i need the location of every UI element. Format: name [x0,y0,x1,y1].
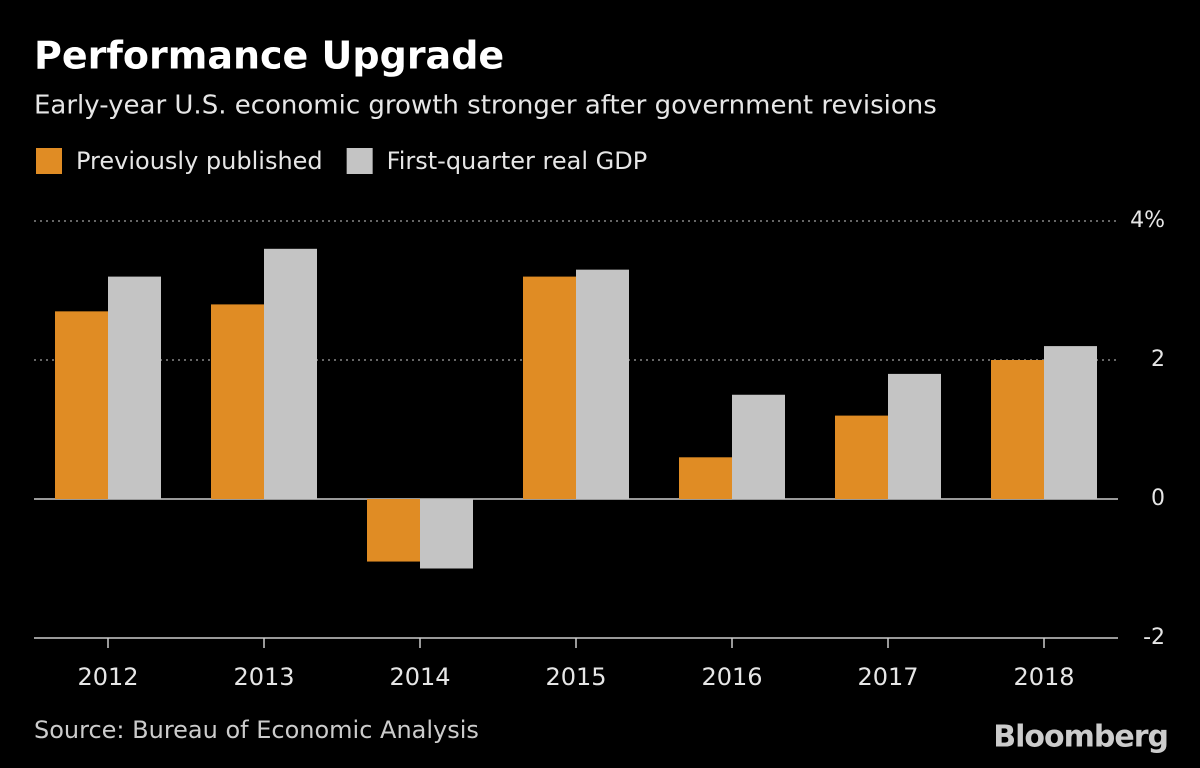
bar [1044,346,1097,499]
x-tick-label: 2016 [701,663,762,691]
legend-swatch [36,148,62,174]
legend-label: Previously published [76,147,323,175]
bar [576,269,629,499]
x-tick-label: 2017 [857,663,918,691]
bar [888,373,941,499]
source: Source: Bureau of Economic Analysis [34,716,479,744]
bar [211,304,264,499]
bar [264,248,317,499]
x-tick-label: 2013 [233,663,294,691]
y-tick-label: 0 [1151,486,1165,511]
legend-swatch [346,148,373,174]
bar [835,415,888,499]
x-tick-label: 2012 [77,663,138,691]
bar [108,276,161,499]
x-tick-label: 2014 [389,663,450,691]
bar [679,457,732,499]
bar [991,360,1044,499]
chart-title: Performance Upgrade [34,34,504,78]
y-tick-label: -2 [1143,625,1165,650]
bar [367,499,420,562]
chart-subtitle: Early-year U.S. economic growth stronger… [34,91,937,121]
x-tick-label: 2015 [545,663,606,691]
logo: Bloomberg [993,720,1168,755]
bar [523,276,576,499]
bar [420,499,473,569]
bar [55,311,108,499]
bar [732,394,785,499]
legend-label: First-quarter real GDP [387,147,648,175]
y-tick-label: 4% [1130,208,1165,233]
x-tick-label: 2018 [1013,663,1074,691]
y-tick-label: 2 [1151,347,1165,372]
